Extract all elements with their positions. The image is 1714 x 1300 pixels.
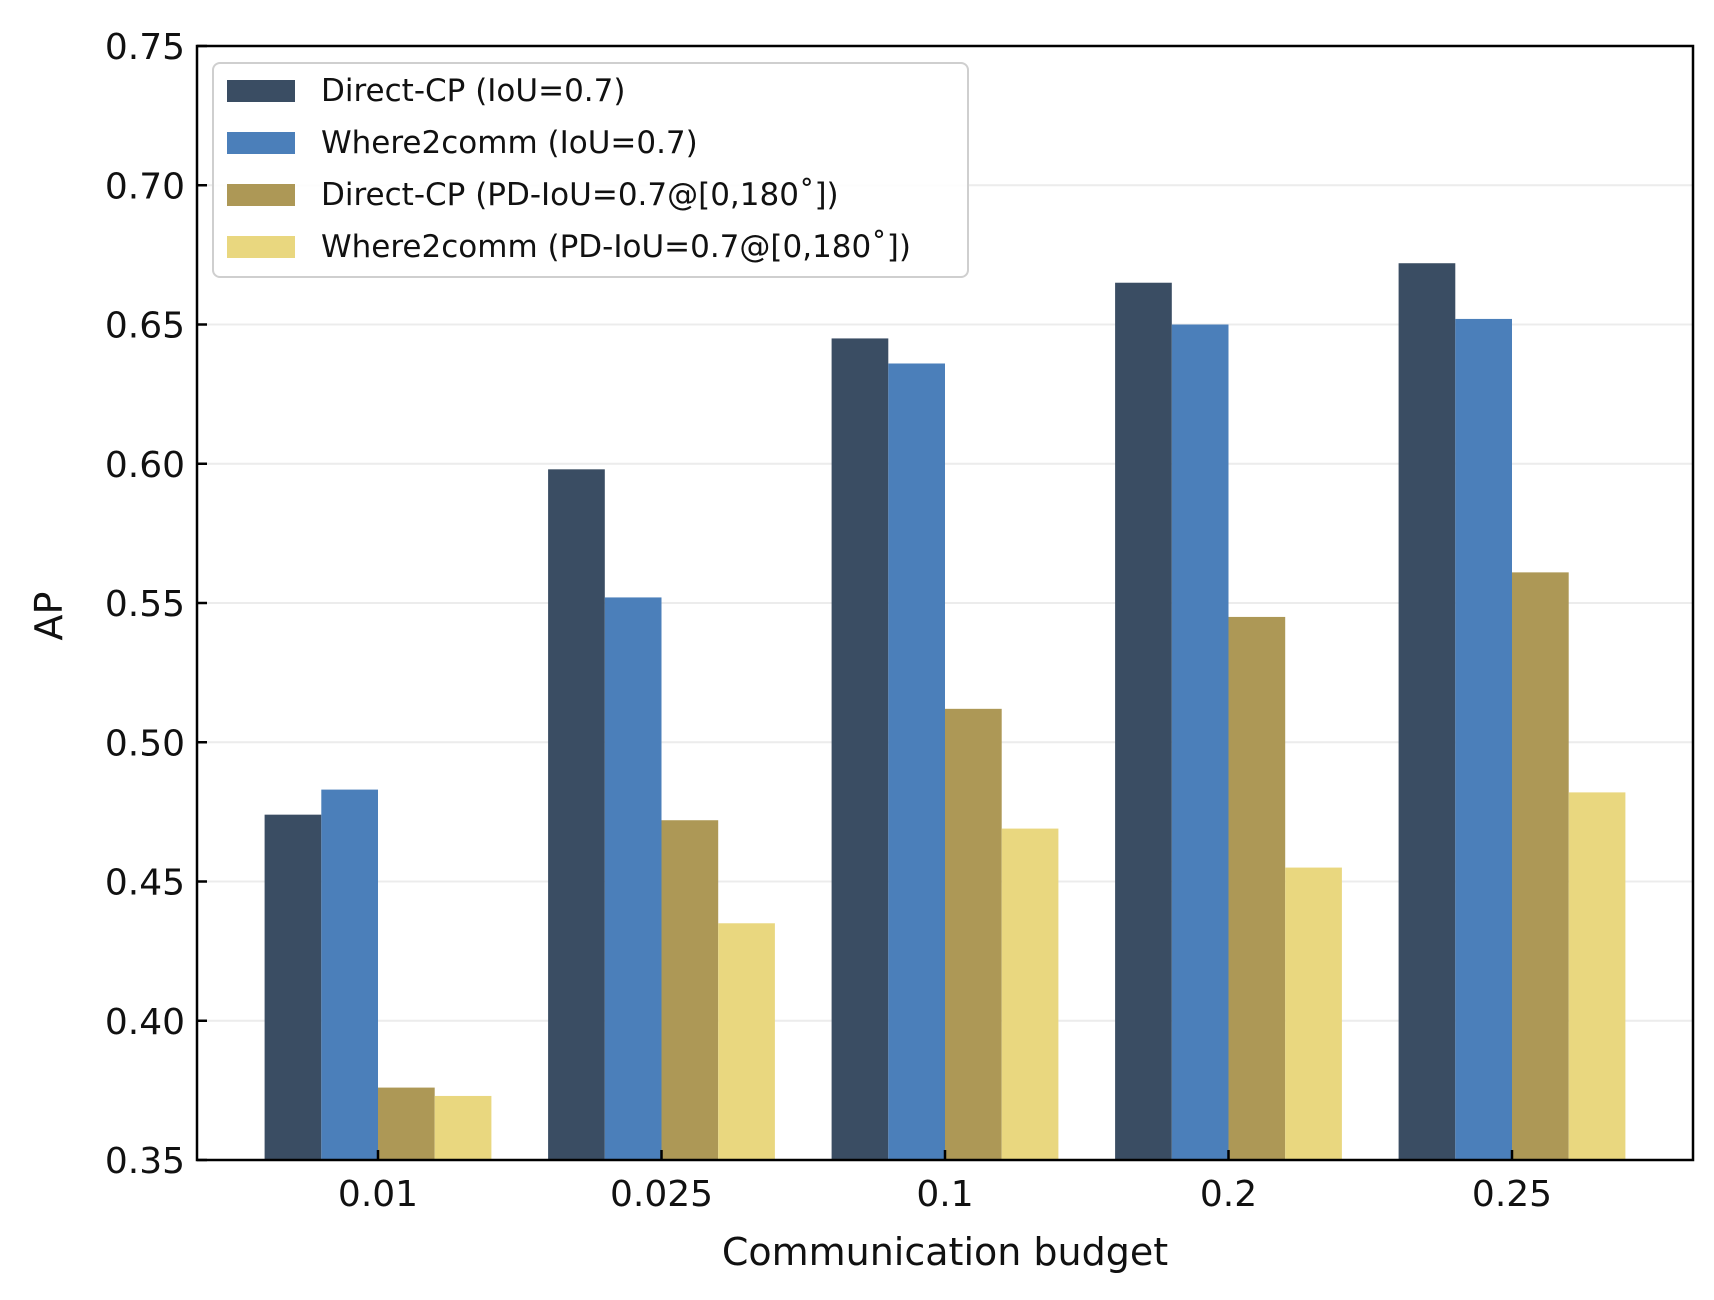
legend-swatch-4 [227, 236, 295, 258]
bar-series-1-category-0.2 [1115, 282, 1172, 1161]
y-tick-label-0.35: 0.35 [105, 1141, 185, 1182]
legend: Direct-CP (IoU=0.7) Where2comm (IoU=0.7) D… [212, 62, 969, 278]
bar-series-3-category-0.2 [1228, 616, 1286, 1160]
bar-series-1-category-0.025 [548, 469, 605, 1160]
legend-swatch-3 [227, 184, 295, 206]
y-tick-label-0.75: 0.75 [105, 27, 185, 68]
y-tick-label-0.50: 0.50 [105, 723, 185, 764]
bar-series-3-category-0.1 [945, 708, 1002, 1160]
x-tick-label-0.01: 0.01 [338, 1174, 418, 1215]
x-tick-label-0.1: 0.1 [916, 1174, 973, 1215]
bar-series-3-category-0.01 [378, 1087, 435, 1160]
bar-series-2-category-0.01 [321, 789, 378, 1160]
y-tick-label-0.45: 0.45 [105, 863, 185, 904]
x-axis-title: Communication budget [722, 1230, 1168, 1274]
bar-series-4-category-0.01 [434, 1095, 492, 1160]
x-tick-label-0.2: 0.2 [1200, 1174, 1257, 1215]
x-tick-label-0.25: 0.25 [1472, 1174, 1552, 1215]
bar-series-1-category-0.25 [1398, 263, 1456, 1161]
bar-series-4-category-0.25 [1568, 792, 1626, 1160]
legend-label-3: Direct-CP (PD-IoU=0.7@[0,180˚]) [321, 177, 839, 213]
legend-label-4: Where2comm (PD-IoU=0.7@[0,180˚]) [321, 229, 911, 265]
legend-label-1: Direct-CP (IoU=0.7) [321, 73, 625, 109]
legend-label-2: Where2comm (IoU=0.7) [321, 125, 698, 161]
bar-series-3-category-0.025 [661, 820, 719, 1160]
x-tick-label-0.025: 0.025 [610, 1174, 713, 1215]
y-tick-label-0.70: 0.70 [105, 166, 185, 207]
y-tick-label-0.40: 0.40 [105, 1002, 185, 1043]
y-tick-label-0.55: 0.55 [105, 584, 185, 625]
bar-series-2-category-0.2 [1171, 324, 1229, 1160]
axes [195, 44, 1695, 1162]
bar-series-4-category-0.025 [718, 923, 775, 1160]
y-tick-label-0.60: 0.60 [105, 445, 185, 486]
bar-series-2-category-0.025 [604, 597, 662, 1160]
bar-series-3-category-0.25 [1512, 572, 1569, 1160]
bar-series-2-category-0.1 [888, 363, 945, 1160]
bar-series [264, 263, 1626, 1161]
bar-series-2-category-0.25 [1455, 318, 1512, 1160]
bar-series-4-category-0.1 [1001, 828, 1059, 1160]
legend-items: Direct-CP (IoU=0.7) Where2comm (IoU=0.7) D… [227, 73, 911, 265]
bar-series-1-category-0.1 [831, 338, 889, 1160]
legend-swatch-2 [227, 132, 295, 154]
bar-series-4-category-0.2 [1285, 867, 1342, 1160]
bar-series-1-category-0.01 [264, 814, 322, 1160]
y-axis-title: AP [27, 592, 71, 641]
tick-labels: 0.35 0.40 0.45 0.50 0.55 0.60 0.65 0.70 0.75 0.01… [105, 27, 1552, 1215]
y-tick-label-0.65: 0.65 [105, 306, 185, 347]
legend-swatch-1 [227, 80, 295, 102]
legend-box [212, 62, 969, 278]
